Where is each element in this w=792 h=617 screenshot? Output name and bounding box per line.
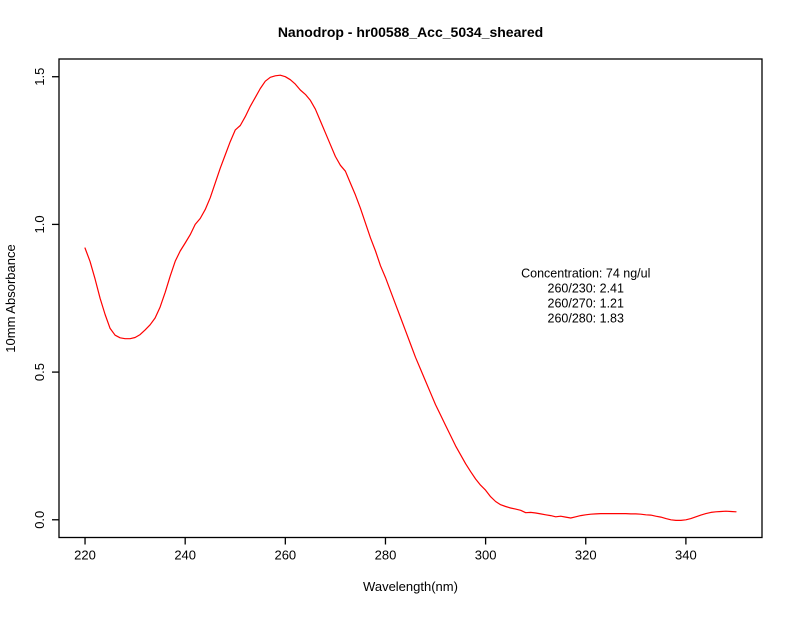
annotation-line: 260/280: 1.83 xyxy=(548,312,625,326)
plot-box xyxy=(58,58,763,539)
x-axis: 220 240 260 280 300 320 340 xyxy=(74,537,697,563)
annotation-line: 260/230: 2.41 xyxy=(548,282,625,296)
y-tick-label: 0.5 xyxy=(32,363,47,381)
annotation-line: 260/270: 1.21 xyxy=(548,297,625,311)
x-tick-label: 260 xyxy=(274,548,296,563)
annotation-line: Concentration: 74 ng/ul xyxy=(521,267,650,281)
x-axis-label: Wavelength(nm) xyxy=(363,579,458,594)
y-axis: 0.0 0.5 1.0 1.5 xyxy=(32,68,59,529)
y-tick-label: 1.5 xyxy=(32,68,47,86)
x-tick-label: 280 xyxy=(375,548,397,563)
x-tick-label: 240 xyxy=(174,548,196,563)
y-tick-label: 0.0 xyxy=(32,511,47,529)
x-tick-label: 340 xyxy=(675,548,697,563)
x-tick-label: 220 xyxy=(74,548,96,563)
x-tick-label: 300 xyxy=(475,548,497,563)
y-tick-label: 1.0 xyxy=(32,215,47,233)
chart-title: Nanodrop - hr00588_Acc_5034_sheared xyxy=(278,24,543,40)
spectrum-line xyxy=(84,74,737,522)
y-axis-label: 10mm Absorbance xyxy=(3,244,18,352)
x-tick-label: 320 xyxy=(575,548,597,563)
